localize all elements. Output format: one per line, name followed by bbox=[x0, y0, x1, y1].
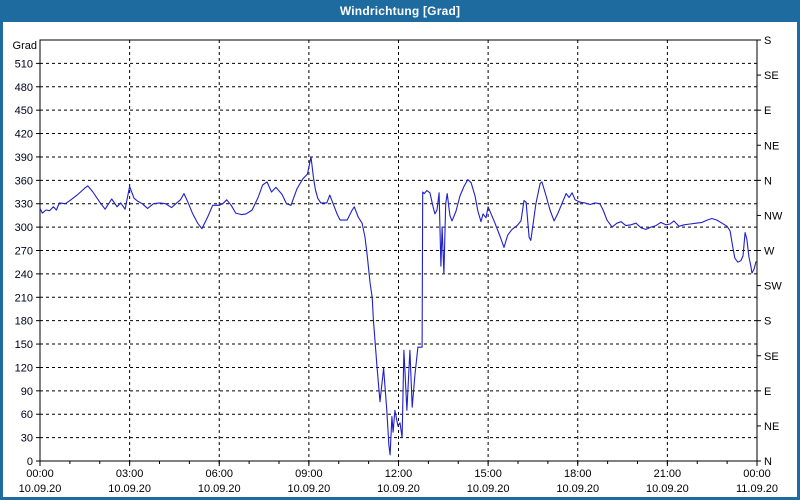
wind-direction-line bbox=[39, 156, 757, 456]
y-left-tick-label: 210 bbox=[15, 292, 33, 304]
window-title: Windrichtung [Grad] bbox=[339, 4, 461, 18]
compass-tick-label: S bbox=[764, 316, 771, 328]
x-date-label: 10.09.20 bbox=[377, 483, 420, 495]
x-time-label: 00:00 bbox=[26, 468, 54, 480]
compass-tick-label: SW bbox=[764, 281, 782, 293]
compass-tick-label: E bbox=[764, 105, 771, 117]
y-left-tick-label: 300 bbox=[15, 222, 33, 234]
x-date-label: 10.09.20 bbox=[287, 483, 330, 495]
x-time-label: 15:00 bbox=[474, 468, 502, 480]
compass-tick-label: W bbox=[764, 246, 775, 258]
compass-tick-label: NE bbox=[764, 421, 779, 433]
y-left-tick-label: 360 bbox=[15, 175, 33, 187]
compass-tick-label: S bbox=[764, 35, 771, 47]
x-time-label: 03:00 bbox=[116, 468, 144, 480]
y-left-tick-label: 90 bbox=[21, 386, 33, 398]
y-left-tick-label: 420 bbox=[15, 129, 33, 141]
y-left-tick-label: 30 bbox=[21, 433, 33, 445]
compass-tick-label: SE bbox=[764, 70, 779, 82]
window-titlebar: Windrichtung [Grad] bbox=[0, 0, 800, 22]
wind-direction-chart: 0 30 60 90 120 150 180 210 240 270 300 330 360 390 420… bbox=[13, 35, 783, 495]
y-left-tick-label: 0 bbox=[27, 456, 33, 468]
compass-tick-label: N bbox=[764, 456, 772, 468]
y-left-tick-label: 480 bbox=[15, 82, 33, 94]
y-left-tick-label: 60 bbox=[21, 409, 33, 421]
y-left-tick-label: 120 bbox=[15, 362, 33, 374]
x-date-label: 10.09.20 bbox=[108, 483, 151, 495]
x-date-label: 10.09.20 bbox=[198, 483, 241, 495]
y-left-tick-label: 240 bbox=[15, 269, 33, 281]
y-left-tick-label: 390 bbox=[15, 152, 33, 164]
x-time-label: 06:00 bbox=[205, 468, 233, 480]
compass-tick-label: NW bbox=[764, 210, 783, 222]
x-date-label: 10.09.20 bbox=[467, 483, 510, 495]
y-left-tick-label: 270 bbox=[15, 246, 33, 258]
y-left-tick-label: 450 bbox=[15, 105, 33, 117]
x-time-label: 00:00 bbox=[743, 468, 771, 480]
x-time-label: 18:00 bbox=[564, 468, 592, 480]
x-time-label: 21:00 bbox=[654, 468, 682, 480]
y-left-tick-label: 180 bbox=[15, 316, 33, 328]
x-date-label: 10.09.20 bbox=[19, 483, 62, 495]
compass-tick-label: SE bbox=[764, 351, 779, 363]
compass-tick-label: N bbox=[764, 175, 772, 187]
x-time-label: 12:00 bbox=[385, 468, 413, 480]
compass-tick-label: NE bbox=[764, 140, 779, 152]
y-axis-unit-label: Grad bbox=[13, 40, 37, 52]
x-date-label: 10.09.20 bbox=[556, 483, 599, 495]
x-time-label: 09:00 bbox=[295, 468, 323, 480]
x-date-label: 10.09.20 bbox=[646, 483, 689, 495]
compass-tick-label: E bbox=[764, 386, 771, 398]
x-date-label: 11.09.20 bbox=[736, 483, 778, 495]
y-left-tick-label: 330 bbox=[15, 199, 33, 211]
y-left-tick-label: 510 bbox=[15, 58, 33, 70]
y-left-tick-label: 150 bbox=[15, 339, 33, 351]
